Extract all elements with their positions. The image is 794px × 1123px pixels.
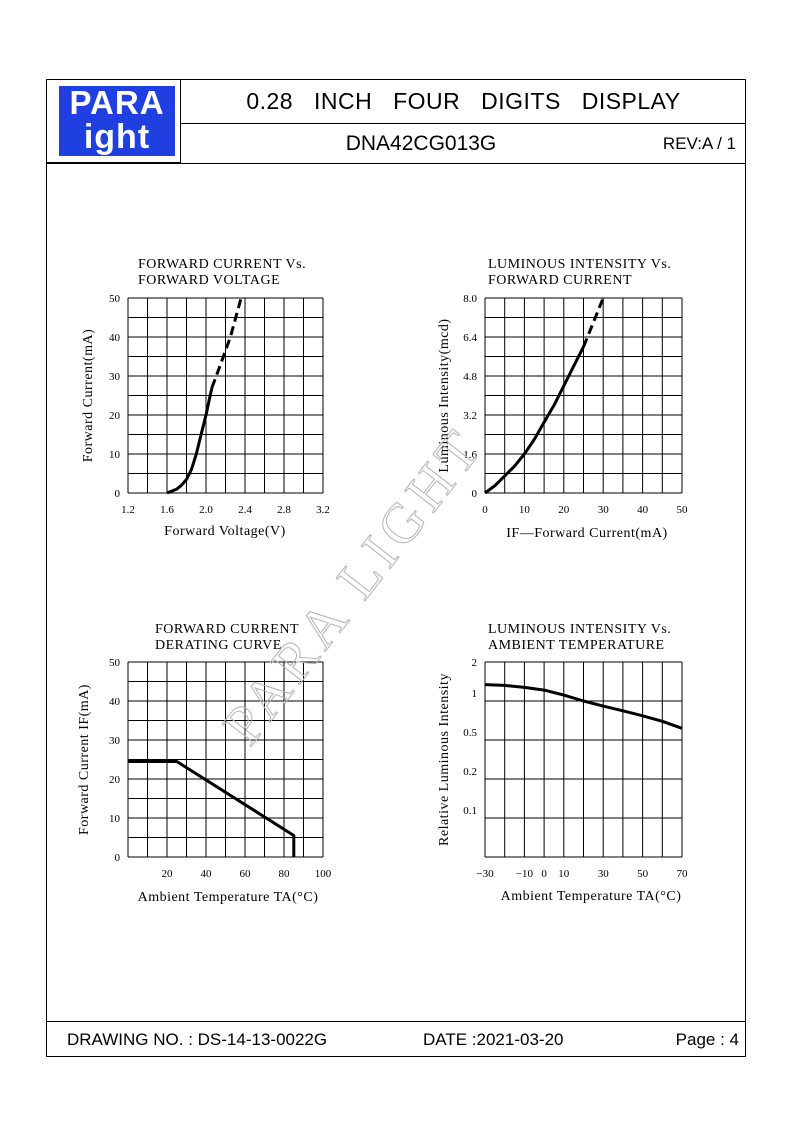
chart2-ytick-label: 6.4 — [463, 332, 477, 344]
chart3-title: DERATING CURVE — [155, 638, 282, 653]
chart1-ytick-label: 0 — [115, 488, 121, 500]
chart1-title: FORWARD VOLTAGE — [138, 273, 280, 288]
chart3-xtick-label: 20 — [162, 868, 174, 880]
chart4-xtick-label: 70 — [677, 868, 689, 880]
chart4-ytick-label: 0.1 — [463, 805, 477, 817]
chart1-ytick-label: 20 — [109, 410, 121, 422]
chart3-xtick-label: 60 — [240, 868, 252, 880]
chart4-xtick-label: 0 — [541, 868, 547, 880]
chart1-xlabel: Forward Voltage(V) — [164, 524, 286, 539]
chart4-xtick-label: −30 — [476, 868, 494, 880]
document-date: DATE :2021-03-20 — [423, 1030, 564, 1049]
chart2-title: LUMINOUS INTENSITY Vs. — [488, 257, 671, 272]
chart4-title: LUMINOUS INTENSITY Vs. — [488, 622, 671, 637]
chart1-title: FORWARD CURRENT Vs. — [138, 257, 306, 272]
chart4-ylabel: Relative Luminous Intensity — [437, 673, 452, 846]
chart2-xtick-label: 10 — [519, 504, 531, 516]
chart1-xtick-label: 2.8 — [277, 504, 291, 516]
chart1-xtick-label: 2.4 — [238, 504, 252, 516]
chart4-xtick-label: 10 — [558, 868, 570, 880]
chart3-ytick-label: 20 — [109, 774, 121, 786]
chart2-ytick-label: 0 — [472, 488, 478, 500]
chart2-ytick-label: 1.6 — [463, 449, 477, 461]
drawing-number: DRAWING NO. : DS-14-13-0022G — [67, 1030, 328, 1049]
part-number: DNA42CG013G — [345, 132, 497, 155]
header-bottom-line — [46, 163, 746, 164]
chart1-xtick-label: 3.2 — [316, 504, 330, 516]
chart4-title: AMBIENT TEMPERATURE — [488, 638, 665, 653]
chart3-series-line — [128, 760, 296, 857]
chart4-xtick-label: −10 — [516, 868, 534, 880]
chart1-ytick-label: 10 — [109, 449, 121, 461]
chart1-ytick-label: 40 — [109, 332, 121, 344]
chart1-xtick-label: 1.6 — [160, 504, 174, 516]
chart3-xtick-label: 80 — [279, 868, 291, 880]
chart2-series-line — [484, 346, 585, 495]
page-number: Page : 4 — [675, 1030, 739, 1049]
chart3-ytick-label: 0 — [115, 852, 121, 864]
chart1-ylabel: Forward Current(mA) — [81, 329, 96, 463]
chart1-xtick-label: 1.2 — [121, 504, 135, 516]
chart3-ytick-label: 30 — [109, 735, 121, 747]
chart4-ytick-label: 2 — [472, 657, 478, 669]
chart3-ytick-label: 10 — [109, 813, 121, 825]
chart4-xtick-label: 50 — [637, 868, 649, 880]
chart2-ytick-label: 4.8 — [463, 371, 477, 383]
chart2-xtick-label: 20 — [558, 504, 570, 516]
chart1-series-line — [166, 387, 214, 495]
logo-box — [46, 79, 181, 163]
chart4-ytick-label: 1 — [472, 688, 478, 700]
chart3-ylabel: Forward Current IF(mA) — [77, 684, 92, 835]
logo-line2: ight — [59, 120, 175, 156]
chart2-xtick-label: 0 — [482, 504, 488, 516]
chart3-xlabel: Ambient Temperature TA(°C) — [138, 890, 319, 905]
chart3-xtick-label: 100 — [315, 868, 332, 880]
chart2-xtick-label: 50 — [677, 504, 689, 516]
chart1-series-line-dashed — [210, 297, 243, 389]
chart2-xtick-label: 30 — [598, 504, 610, 516]
chart2-ylabel: Luminous Intensity(mcd) — [437, 318, 452, 472]
document-title: 0.28 INCH FOUR DIGITS DISPLAY — [246, 88, 681, 114]
chart1-ytick-label: 50 — [109, 293, 121, 305]
revision: REV:A / 1 — [662, 134, 736, 153]
chart2-xtick-label: 40 — [637, 504, 649, 516]
logo-line1: PARA — [59, 86, 175, 120]
chart2-series-line-dashed — [582, 297, 605, 348]
chart2-ytick-label: 3.2 — [463, 410, 477, 422]
chart3-xtick-label: 40 — [201, 868, 213, 880]
chart4-ytick-label: 0.5 — [463, 727, 477, 739]
chart1-ytick-label: 30 — [109, 371, 121, 383]
chart3-title: FORWARD CURRENT — [155, 622, 299, 637]
footer-line — [46, 1021, 746, 1022]
page-frame — [46, 79, 746, 1057]
chart1-xtick-label: 2.0 — [199, 504, 213, 516]
chart4-xlabel: Ambient Temperature TA(°C) — [501, 889, 682, 904]
chart4-xtick-label: 30 — [598, 868, 610, 880]
header-divider — [181, 123, 746, 124]
chart2-title: FORWARD CURRENT — [488, 273, 632, 288]
chart2-xlabel: IF—Forward Current(mA) — [506, 526, 667, 541]
chart4-series-line — [484, 683, 683, 730]
chart3-ytick-label: 40 — [109, 696, 121, 708]
chart4-ytick-label: 0.2 — [463, 766, 477, 778]
chart3-ytick-label: 50 — [109, 657, 121, 669]
chart2-ytick-label: 8.0 — [463, 293, 477, 305]
